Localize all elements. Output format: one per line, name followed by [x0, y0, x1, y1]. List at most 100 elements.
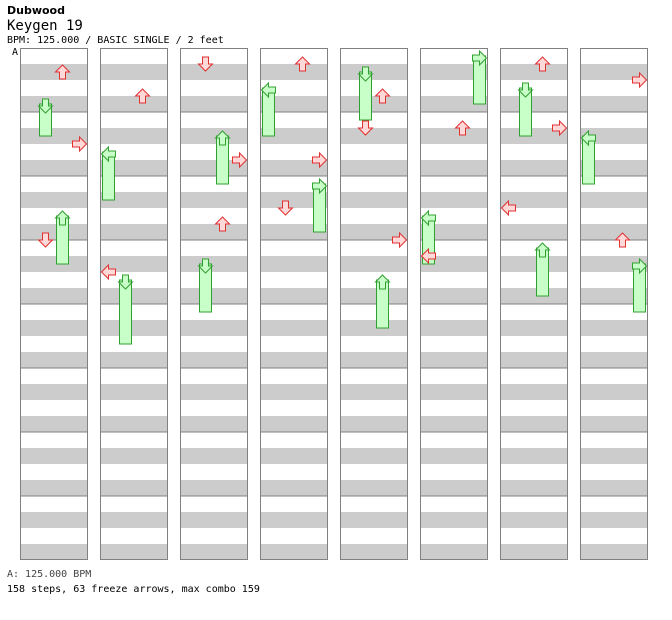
step-arrow [54, 64, 71, 80]
beat-stripe [20, 128, 88, 144]
beat-stripe [100, 96, 168, 112]
freeze-arrow-head [37, 98, 54, 114]
chart-info: BPM: 125.000 / BASIC SINGLE / 2 feet [7, 35, 224, 46]
column-border [180, 48, 248, 560]
beat-stripe [180, 192, 248, 208]
beat-stripe [260, 320, 328, 336]
beat-stripe [340, 352, 408, 368]
beat-stripe [100, 352, 168, 368]
beat-stripe [180, 480, 248, 496]
beat-stripe [260, 288, 328, 304]
beat-stripe [180, 256, 248, 272]
beat-stripe [340, 160, 408, 176]
beat-stripe [340, 64, 408, 80]
beat-stripe [180, 448, 248, 464]
freeze-arrow-head [580, 129, 596, 147]
step-arrow [357, 120, 374, 136]
beat-stripe [420, 64, 488, 80]
column-border [500, 48, 568, 560]
column-border [580, 48, 648, 560]
beat-stripe [180, 384, 248, 400]
beat-stripe [20, 288, 88, 304]
beat-stripe [260, 224, 328, 240]
beat-stripe [260, 128, 328, 144]
beat-stripe [180, 128, 248, 144]
beat-stripe [340, 384, 408, 400]
beat-stripe [180, 544, 248, 560]
beat-stripe [580, 256, 648, 272]
beat-stripe [100, 544, 168, 560]
step-arrow [37, 232, 54, 248]
beat-stripe [580, 320, 648, 336]
beat-stripe [260, 160, 328, 176]
step-arrow [392, 231, 408, 249]
beat-stripe [20, 192, 88, 208]
beat-stripe [180, 160, 248, 176]
beat-stripe [580, 512, 648, 528]
step-arrow [232, 151, 248, 169]
beat-stripe [420, 160, 488, 176]
beat-stripe [420, 192, 488, 208]
beat-stripe [180, 352, 248, 368]
beat-stripe [20, 224, 88, 240]
freeze-arrow-head [260, 81, 276, 99]
bpm-legend: A: 125.000 BPM [7, 569, 92, 580]
beat-stripe [340, 256, 408, 272]
beat-stripe [340, 320, 408, 336]
beat-stripe [340, 416, 408, 432]
beat-stripe [580, 288, 648, 304]
beat-stripe [20, 416, 88, 432]
beat-stripe [260, 416, 328, 432]
beat-stripe [20, 512, 88, 528]
beat-stripe [100, 224, 168, 240]
beat-stripe [100, 192, 168, 208]
beat-stripe [420, 352, 488, 368]
freeze-arrow-head [312, 177, 328, 195]
freeze-arrow-head [100, 145, 116, 163]
beat-stripe [100, 288, 168, 304]
beat-stripe [340, 512, 408, 528]
step-arrow [214, 216, 231, 232]
column-border [20, 48, 88, 560]
beat-stripe [180, 512, 248, 528]
beat-stripe [20, 544, 88, 560]
step-arrow [614, 232, 631, 248]
step-arrow [500, 199, 516, 217]
beat-stripe [20, 320, 88, 336]
beat-stripe [500, 128, 568, 144]
beat-stripe [500, 64, 568, 80]
beat-stripe [420, 544, 488, 560]
beat-stripe [420, 256, 488, 272]
beat-stripe [100, 256, 168, 272]
step-arrow [632, 71, 648, 89]
beat-stripe [340, 192, 408, 208]
beat-stripe [500, 320, 568, 336]
freeze-arrow-head [632, 257, 648, 275]
beat-stripe [500, 192, 568, 208]
beat-stripe [340, 480, 408, 496]
beat-stripe [500, 480, 568, 496]
beat-stripe [20, 256, 88, 272]
beat-stripe [180, 288, 248, 304]
beat-stripe [580, 448, 648, 464]
beat-stripe [580, 224, 648, 240]
column-border [260, 48, 328, 560]
freeze-arrow-head [357, 66, 374, 82]
step-arrow [72, 135, 88, 153]
beat-stripe [580, 128, 648, 144]
beat-stripe [420, 480, 488, 496]
beat-stripe [500, 352, 568, 368]
beat-stripe [180, 320, 248, 336]
beat-stripe [100, 320, 168, 336]
beat-stripe [100, 512, 168, 528]
beat-stripe [580, 64, 648, 80]
beat-stripe [180, 416, 248, 432]
freeze-arrow-head [472, 49, 488, 67]
beat-stripe [100, 448, 168, 464]
beat-stripe [260, 512, 328, 528]
beat-stripe [100, 384, 168, 400]
beat-stripe [500, 96, 568, 112]
beat-stripe [260, 448, 328, 464]
beat-stripe [100, 416, 168, 432]
